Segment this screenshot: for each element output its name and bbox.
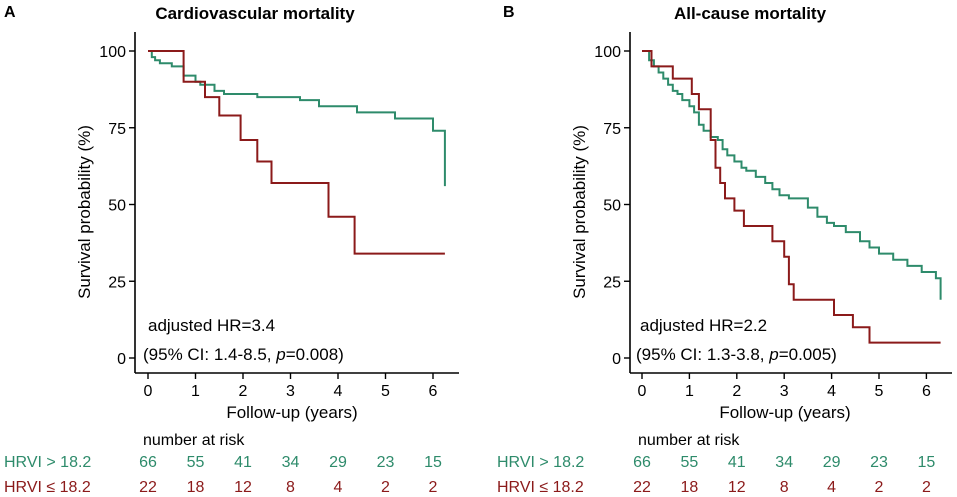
panel-b-x-axis-label: Follow-up (years) [719, 403, 850, 422]
panel-b-x-tick-label: 4 [827, 383, 836, 400]
panel-a-y-tick-label: 75 [108, 121, 126, 138]
panel-b-x-tick-label: 6 [922, 383, 931, 400]
panel-a-risk-value-high: 34 [282, 454, 300, 471]
panel-a-p-letter: p [275, 345, 285, 364]
panel-b-risk-value-high: 15 [918, 454, 936, 471]
panel-a-risk-value-low: 12 [234, 479, 252, 496]
panel-b-risk-value-high: 55 [681, 454, 699, 471]
panel-b-ci-annotation: (95% CI: 1.3-3.8, p=0.005) [636, 345, 837, 364]
panel-b-x-tick-label: 0 [638, 383, 647, 400]
panel-b-risk-label-low: HRVI ≤ 18.2 [497, 479, 584, 496]
panel-b-risk-value-low: 12 [728, 479, 746, 496]
panel-a-x-tick-label: 2 [239, 383, 248, 400]
panel-b-series-line-low [642, 50, 941, 344]
panel-b-y-tick-label: 25 [603, 274, 621, 291]
panel-b-y-tick-label: 50 [603, 198, 621, 215]
panel-a-risk-value-high: 29 [329, 454, 347, 471]
panel-a-x-tick-label: 1 [191, 383, 200, 400]
panel-a-risk-label-low: HRVI ≤ 18.2 [4, 479, 91, 496]
panel-b-ci-prefix: (95% CI: 1.3-3.8, [636, 345, 769, 364]
panel-a-x-tick-label: 0 [144, 383, 153, 400]
panel-b-risk-value-high: 29 [823, 454, 841, 471]
panel-a-y-tick-label: 0 [117, 351, 126, 368]
panel-b-risk-value-high: 41 [728, 454, 746, 471]
panel-b-hr-annotation: adjusted HR=2.2 [640, 316, 767, 335]
panel-a-ci-annotation: (95% CI: 1.4-8.5, p=0.008) [143, 345, 344, 364]
panel-b-series-line-high [642, 50, 942, 300]
panel-b-risk-value-low: 2 [875, 479, 884, 496]
panel-b-p-letter: p [768, 345, 778, 364]
panel-b-y-axis-label: Survival probability (%) [570, 125, 589, 299]
panel-a-risk-value-high: 41 [234, 454, 252, 471]
panel-b-ci-suffix: =0.005) [779, 345, 837, 364]
panel-b-x-tick-label: 5 [875, 383, 884, 400]
panel-b-title: All-cause mortality [674, 4, 827, 23]
panel-a-y-axis-label: Survival probability (%) [75, 125, 94, 299]
panel-a-risk-value-high: 66 [139, 454, 157, 471]
panel-a-risk-value-high: 23 [377, 454, 395, 471]
panel-a-x-axis-label: Follow-up (years) [226, 403, 357, 422]
panel-b-risk-value-low: 22 [633, 479, 651, 496]
panel-a-x-tick-label: 4 [334, 383, 343, 400]
panel-b-x-tick-label: 2 [732, 383, 741, 400]
panel-b-y-tick-label: 0 [612, 351, 621, 368]
panel-a-series-line-low [148, 50, 445, 255]
panel-a-x-tick-label: 3 [286, 383, 295, 400]
panel-a-risk-value-low: 22 [139, 479, 157, 496]
panel-b-risk-value-low: 2 [922, 479, 931, 496]
panel-a-risk-header: number at risk [143, 432, 245, 449]
panel-a-risk-value-low: 2 [381, 479, 390, 496]
panel-b-risk-value-low: 8 [780, 479, 789, 496]
panel-a-x-tick-label: 5 [381, 383, 390, 400]
panel-a-ci-prefix: (95% CI: 1.4-8.5, [143, 345, 276, 364]
panel-a-risk-value-low: 2 [429, 479, 438, 496]
panel-a-ci-suffix: =0.008) [286, 345, 344, 364]
panel-a-risk-value-low: 4 [334, 479, 343, 496]
panel-b-risk-header: number at risk [638, 432, 740, 449]
panel-a-risk-value-low: 18 [187, 479, 205, 496]
panel-a-x-tick-label: 6 [429, 383, 438, 400]
panel-a-risk-value-high: 55 [187, 454, 205, 471]
panel-b-letter: B [503, 4, 515, 21]
panel-a-series [148, 50, 446, 255]
panel-a-y-tick-label: 100 [99, 44, 126, 61]
panel-a-y-tick-label: 25 [108, 274, 126, 291]
panel-b-x-tick-label: 3 [780, 383, 789, 400]
panel-a-hr-annotation: adjusted HR=3.4 [148, 316, 275, 335]
panel-b-risk-label-high: HRVI > 18.2 [497, 454, 584, 471]
panel-b-series [642, 50, 942, 344]
panel-b-risk-value-low: 18 [681, 479, 699, 496]
panel-a-risk-value-low: 8 [286, 479, 295, 496]
panel-b-risk-value-high: 34 [775, 454, 793, 471]
panel-b-ticks: 0 1 2 3 4 5 6 0 25 50 75 100 [594, 44, 931, 400]
panel-a-risk-value-high: 15 [424, 454, 442, 471]
panel-a-ticks: 0 1 2 3 4 5 6 0 25 50 75 100 [99, 44, 437, 400]
panel-b: B All-cause mortality Survival probabili… [497, 4, 952, 496]
panel-a-letter: A [4, 4, 16, 21]
panel-a-y-tick-label: 50 [108, 198, 126, 215]
panel-a-series-line-high [148, 50, 446, 187]
panel-b-y-tick-label: 75 [603, 121, 621, 138]
panel-b-x-tick-label: 1 [685, 383, 694, 400]
panel-a: A Cardiovascular mortality Survival prob… [4, 4, 459, 496]
panel-a-title: Cardiovascular mortality [155, 4, 355, 23]
panel-b-risk-value-high: 23 [870, 454, 888, 471]
panel-b-risk-value-low: 4 [827, 479, 836, 496]
panel-b-risk-value-high: 66 [633, 454, 651, 471]
panel-a-risk-label-high: HRVI > 18.2 [4, 454, 91, 471]
panel-b-y-tick-label: 100 [594, 44, 621, 61]
